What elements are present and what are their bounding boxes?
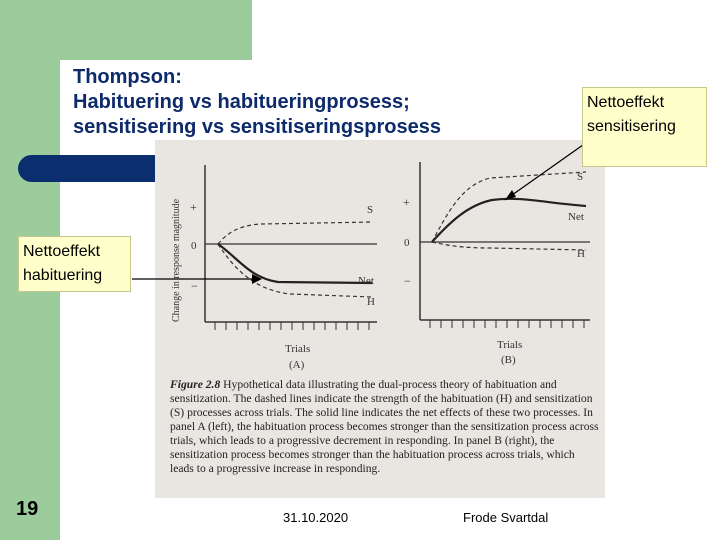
panel-a-net-curve <box>217 243 373 285</box>
panel-b-net-curve <box>431 197 587 243</box>
panel-b-plus-label: + <box>403 195 410 209</box>
footer-author: Frode Svartdal <box>463 510 549 525</box>
panel-a-h-curve <box>217 243 373 298</box>
callout-habituation: Nettoeffekt habituering <box>18 236 131 292</box>
panel-b-minus-label: − <box>404 274 411 288</box>
sensitization-arrowhead <box>505 190 516 200</box>
slide-title: Thompson: Habituering vs habitueringpros… <box>73 66 441 138</box>
panel-a-minus-label: − <box>191 279 198 293</box>
panel-b-zero-label: 0 <box>404 237 410 249</box>
panel-b-panel-label: (B) <box>501 354 516 366</box>
figure-caption: Figure 2.8 Hypothetical data illustratin… <box>170 378 600 476</box>
panel-a-panel-label: (A) <box>289 359 305 371</box>
panel-a-s-curve <box>217 221 373 245</box>
panel-b-s-curve <box>431 171 587 243</box>
panel-b-net-label: Net <box>568 211 584 223</box>
panel-a-s-label: S <box>367 204 373 216</box>
top-accent-block <box>60 0 252 60</box>
panel-a-zero-label: 0 <box>191 240 197 252</box>
callout-sensitization: Nettoeffekt sensitisering <box>582 87 707 167</box>
panel-b-h-label: H <box>577 248 585 260</box>
panel-b-h-curve <box>431 241 587 251</box>
panel-b-x-label: Trials <box>497 339 522 351</box>
panel-b-ticks <box>429 320 585 328</box>
panel-a: S Net H + 0 − Trials (A) Change in respo… <box>171 165 377 371</box>
footer-date: 31.10.2020 <box>283 510 349 525</box>
y-axis-label: Change in response magnitude <box>171 198 182 322</box>
panel-b-s-label: S <box>577 171 583 183</box>
panel-a-ticks <box>214 322 370 330</box>
callout-arrows <box>132 139 591 284</box>
panel-b: S Net H + 0 − Trials (B) <box>403 162 590 366</box>
figure-caption-label: Figure 2.8 <box>170 378 221 391</box>
panel-a-plus-label: + <box>190 200 197 214</box>
sensitization-arrow <box>504 139 591 201</box>
panel-a-x-label: Trials <box>285 343 310 355</box>
panel-a-net-label: Net <box>358 275 374 287</box>
panel-a-h-label: H <box>367 296 375 308</box>
slide-number: 19 <box>16 498 39 520</box>
figure-caption-text: Hypothetical data illustrating the dual-… <box>170 378 599 475</box>
habituation-arrowhead <box>252 274 262 284</box>
title-background <box>60 60 560 155</box>
